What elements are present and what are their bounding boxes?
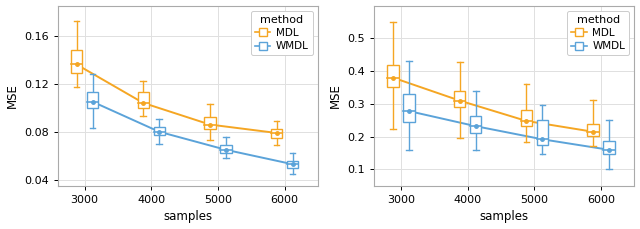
Bar bbox=[71, 50, 82, 73]
X-axis label: samples: samples bbox=[480, 210, 529, 224]
Bar bbox=[271, 129, 282, 138]
Bar bbox=[403, 94, 415, 122]
Bar bbox=[287, 161, 298, 168]
Bar bbox=[604, 141, 615, 154]
Bar bbox=[470, 116, 481, 134]
Legend: MDL, WMDL: MDL, WMDL bbox=[251, 11, 313, 55]
Y-axis label: MSE: MSE bbox=[329, 83, 342, 108]
Bar bbox=[387, 65, 399, 87]
Bar bbox=[537, 120, 548, 144]
Y-axis label: MSE: MSE bbox=[6, 83, 19, 108]
Bar bbox=[454, 91, 465, 106]
Bar bbox=[521, 110, 532, 125]
Bar bbox=[204, 117, 216, 129]
Bar bbox=[138, 92, 149, 108]
Bar bbox=[154, 127, 165, 135]
Bar bbox=[87, 92, 98, 108]
Bar bbox=[220, 145, 232, 153]
X-axis label: samples: samples bbox=[163, 210, 212, 224]
Legend: MDL, WMDL: MDL, WMDL bbox=[567, 11, 629, 55]
Bar bbox=[588, 124, 599, 136]
